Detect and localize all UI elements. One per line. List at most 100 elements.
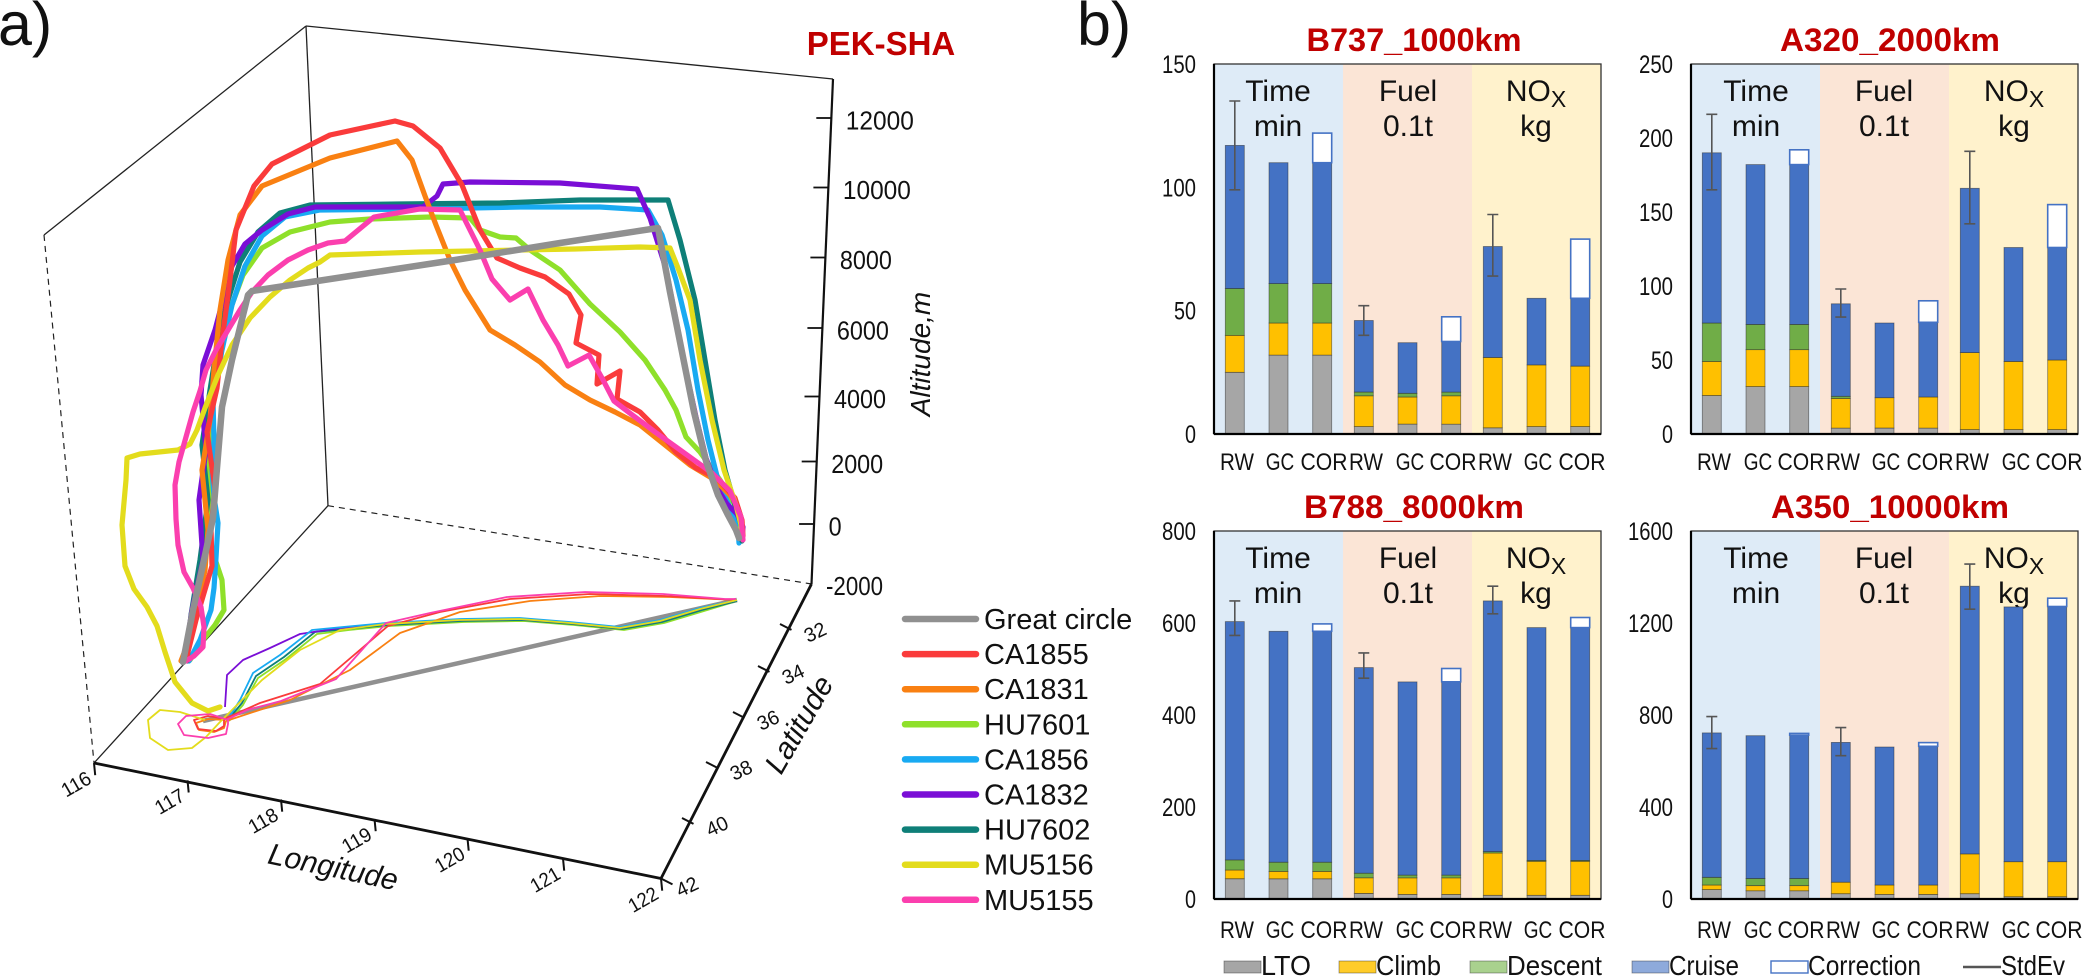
svg-text:150: 150 bbox=[1162, 51, 1196, 79]
svg-text:RW: RW bbox=[1478, 917, 1512, 944]
svg-text:min: min bbox=[1254, 110, 1302, 143]
svg-text:0.1t: 0.1t bbox=[1859, 577, 1910, 610]
svg-text:GC: GC bbox=[1396, 449, 1425, 476]
svg-text:Altitude,m: Altitude,m bbox=[905, 292, 936, 419]
svg-text:250: 250 bbox=[1639, 51, 1673, 79]
svg-text:GC: GC bbox=[1744, 449, 1773, 476]
svg-text:GC: GC bbox=[1524, 917, 1553, 944]
svg-text:COR: COR bbox=[1907, 449, 1954, 476]
svg-text:Climb: Climb bbox=[1376, 950, 1441, 979]
svg-text:kg: kg bbox=[1520, 577, 1552, 610]
svg-text:COR: COR bbox=[1559, 917, 1606, 944]
svg-text:Cruise: Cruise bbox=[1669, 950, 1739, 979]
svg-text:RW: RW bbox=[1349, 449, 1383, 476]
svg-text:800: 800 bbox=[1639, 702, 1673, 730]
svg-text:0: 0 bbox=[1185, 421, 1196, 449]
svg-text:0: 0 bbox=[829, 512, 842, 542]
svg-text:COR: COR bbox=[1778, 917, 1825, 944]
svg-text:0.1t: 0.1t bbox=[1859, 110, 1910, 143]
svg-text:2000: 2000 bbox=[831, 449, 883, 479]
svg-text:COR: COR bbox=[1430, 917, 1477, 944]
svg-text:CA1831: CA1831 bbox=[984, 674, 1089, 706]
svg-text:CA1856: CA1856 bbox=[984, 744, 1089, 776]
svg-text:GC: GC bbox=[1524, 449, 1553, 476]
svg-text:1600: 1600 bbox=[1628, 518, 1673, 546]
svg-text:Fuel: Fuel bbox=[1379, 542, 1437, 575]
svg-text:COR: COR bbox=[1778, 449, 1825, 476]
svg-text:StdEv: StdEv bbox=[2001, 950, 2065, 979]
svg-text:kg: kg bbox=[1998, 577, 2030, 610]
svg-text:6000: 6000 bbox=[837, 316, 889, 346]
svg-text:1200: 1200 bbox=[1628, 610, 1673, 638]
svg-text:0: 0 bbox=[1185, 886, 1196, 914]
svg-text:0: 0 bbox=[1662, 421, 1673, 449]
svg-text:min: min bbox=[1732, 110, 1780, 143]
svg-text:A320_2000km: A320_2000km bbox=[1780, 22, 2000, 58]
svg-text:200: 200 bbox=[1639, 125, 1673, 153]
svg-text:Time: Time bbox=[1245, 542, 1311, 575]
svg-text:b): b) bbox=[1077, 0, 1131, 58]
svg-text:400: 400 bbox=[1639, 794, 1673, 822]
svg-text:RW: RW bbox=[1220, 917, 1254, 944]
svg-text:8000: 8000 bbox=[840, 245, 892, 275]
svg-text:Time: Time bbox=[1723, 542, 1789, 575]
svg-text:4000: 4000 bbox=[834, 384, 886, 414]
svg-text:Time: Time bbox=[1723, 75, 1789, 108]
svg-text:MU5156: MU5156 bbox=[984, 850, 1094, 882]
svg-text:RW: RW bbox=[1697, 917, 1731, 944]
svg-text:CA1855: CA1855 bbox=[984, 639, 1089, 671]
svg-text:MU5155: MU5155 bbox=[984, 885, 1094, 917]
svg-text:RW: RW bbox=[1826, 917, 1860, 944]
svg-text:RW: RW bbox=[1697, 449, 1731, 476]
svg-text:min: min bbox=[1732, 577, 1780, 610]
svg-text:12000: 12000 bbox=[846, 106, 914, 136]
svg-text:RW: RW bbox=[1955, 449, 1989, 476]
svg-text:GC: GC bbox=[1266, 917, 1295, 944]
svg-text:0.1t: 0.1t bbox=[1383, 110, 1434, 143]
svg-text:150: 150 bbox=[1639, 199, 1673, 227]
svg-text:GC: GC bbox=[1872, 917, 1901, 944]
svg-text:10000: 10000 bbox=[843, 175, 911, 205]
svg-text:50: 50 bbox=[1174, 298, 1196, 326]
svg-text:HU7602: HU7602 bbox=[984, 815, 1090, 847]
svg-text:GC: GC bbox=[2002, 917, 2031, 944]
svg-text:0: 0 bbox=[1662, 886, 1673, 914]
svg-text:-2000: -2000 bbox=[826, 571, 883, 601]
svg-text:100: 100 bbox=[1639, 273, 1673, 301]
svg-text:Fuel: Fuel bbox=[1855, 542, 1913, 575]
svg-text:Fuel: Fuel bbox=[1855, 75, 1913, 108]
svg-text:0.1t: 0.1t bbox=[1383, 577, 1434, 610]
svg-text:HU7601: HU7601 bbox=[984, 709, 1090, 741]
svg-text:PEK-SHA: PEK-SHA bbox=[807, 25, 956, 62]
svg-text:Correction: Correction bbox=[1808, 950, 1921, 979]
svg-text:A350_10000km: A350_10000km bbox=[1771, 489, 2009, 525]
svg-text:GC: GC bbox=[1744, 917, 1773, 944]
svg-text:100: 100 bbox=[1162, 174, 1196, 202]
svg-text:COR: COR bbox=[1301, 917, 1348, 944]
svg-text:GC: GC bbox=[2002, 449, 2031, 476]
svg-text:CA1832: CA1832 bbox=[984, 780, 1089, 812]
svg-text:COR: COR bbox=[1301, 449, 1348, 476]
svg-text:min: min bbox=[1254, 577, 1302, 610]
svg-text:a): a) bbox=[0, 0, 52, 58]
svg-text:GC: GC bbox=[1266, 449, 1295, 476]
svg-text:LTO: LTO bbox=[1261, 950, 1311, 979]
svg-text:kg: kg bbox=[1998, 110, 2030, 143]
svg-text:kg: kg bbox=[1520, 110, 1552, 143]
svg-text:GC: GC bbox=[1396, 917, 1425, 944]
svg-text:Fuel: Fuel bbox=[1379, 75, 1437, 108]
svg-text:RW: RW bbox=[1349, 917, 1383, 944]
svg-text:COR: COR bbox=[1430, 449, 1477, 476]
svg-text:RW: RW bbox=[1826, 449, 1860, 476]
svg-text:400: 400 bbox=[1162, 702, 1196, 730]
svg-text:800: 800 bbox=[1162, 518, 1196, 546]
svg-text:200: 200 bbox=[1162, 794, 1196, 822]
svg-text:RW: RW bbox=[1220, 449, 1254, 476]
svg-text:COR: COR bbox=[2036, 449, 2083, 476]
svg-text:Descent: Descent bbox=[1507, 950, 1602, 979]
svg-text:B788_8000km: B788_8000km bbox=[1304, 489, 1524, 525]
svg-text:RW: RW bbox=[1478, 449, 1512, 476]
svg-text:600: 600 bbox=[1162, 610, 1196, 638]
svg-text:Great circle: Great circle bbox=[984, 604, 1132, 636]
svg-text:50: 50 bbox=[1651, 347, 1673, 375]
